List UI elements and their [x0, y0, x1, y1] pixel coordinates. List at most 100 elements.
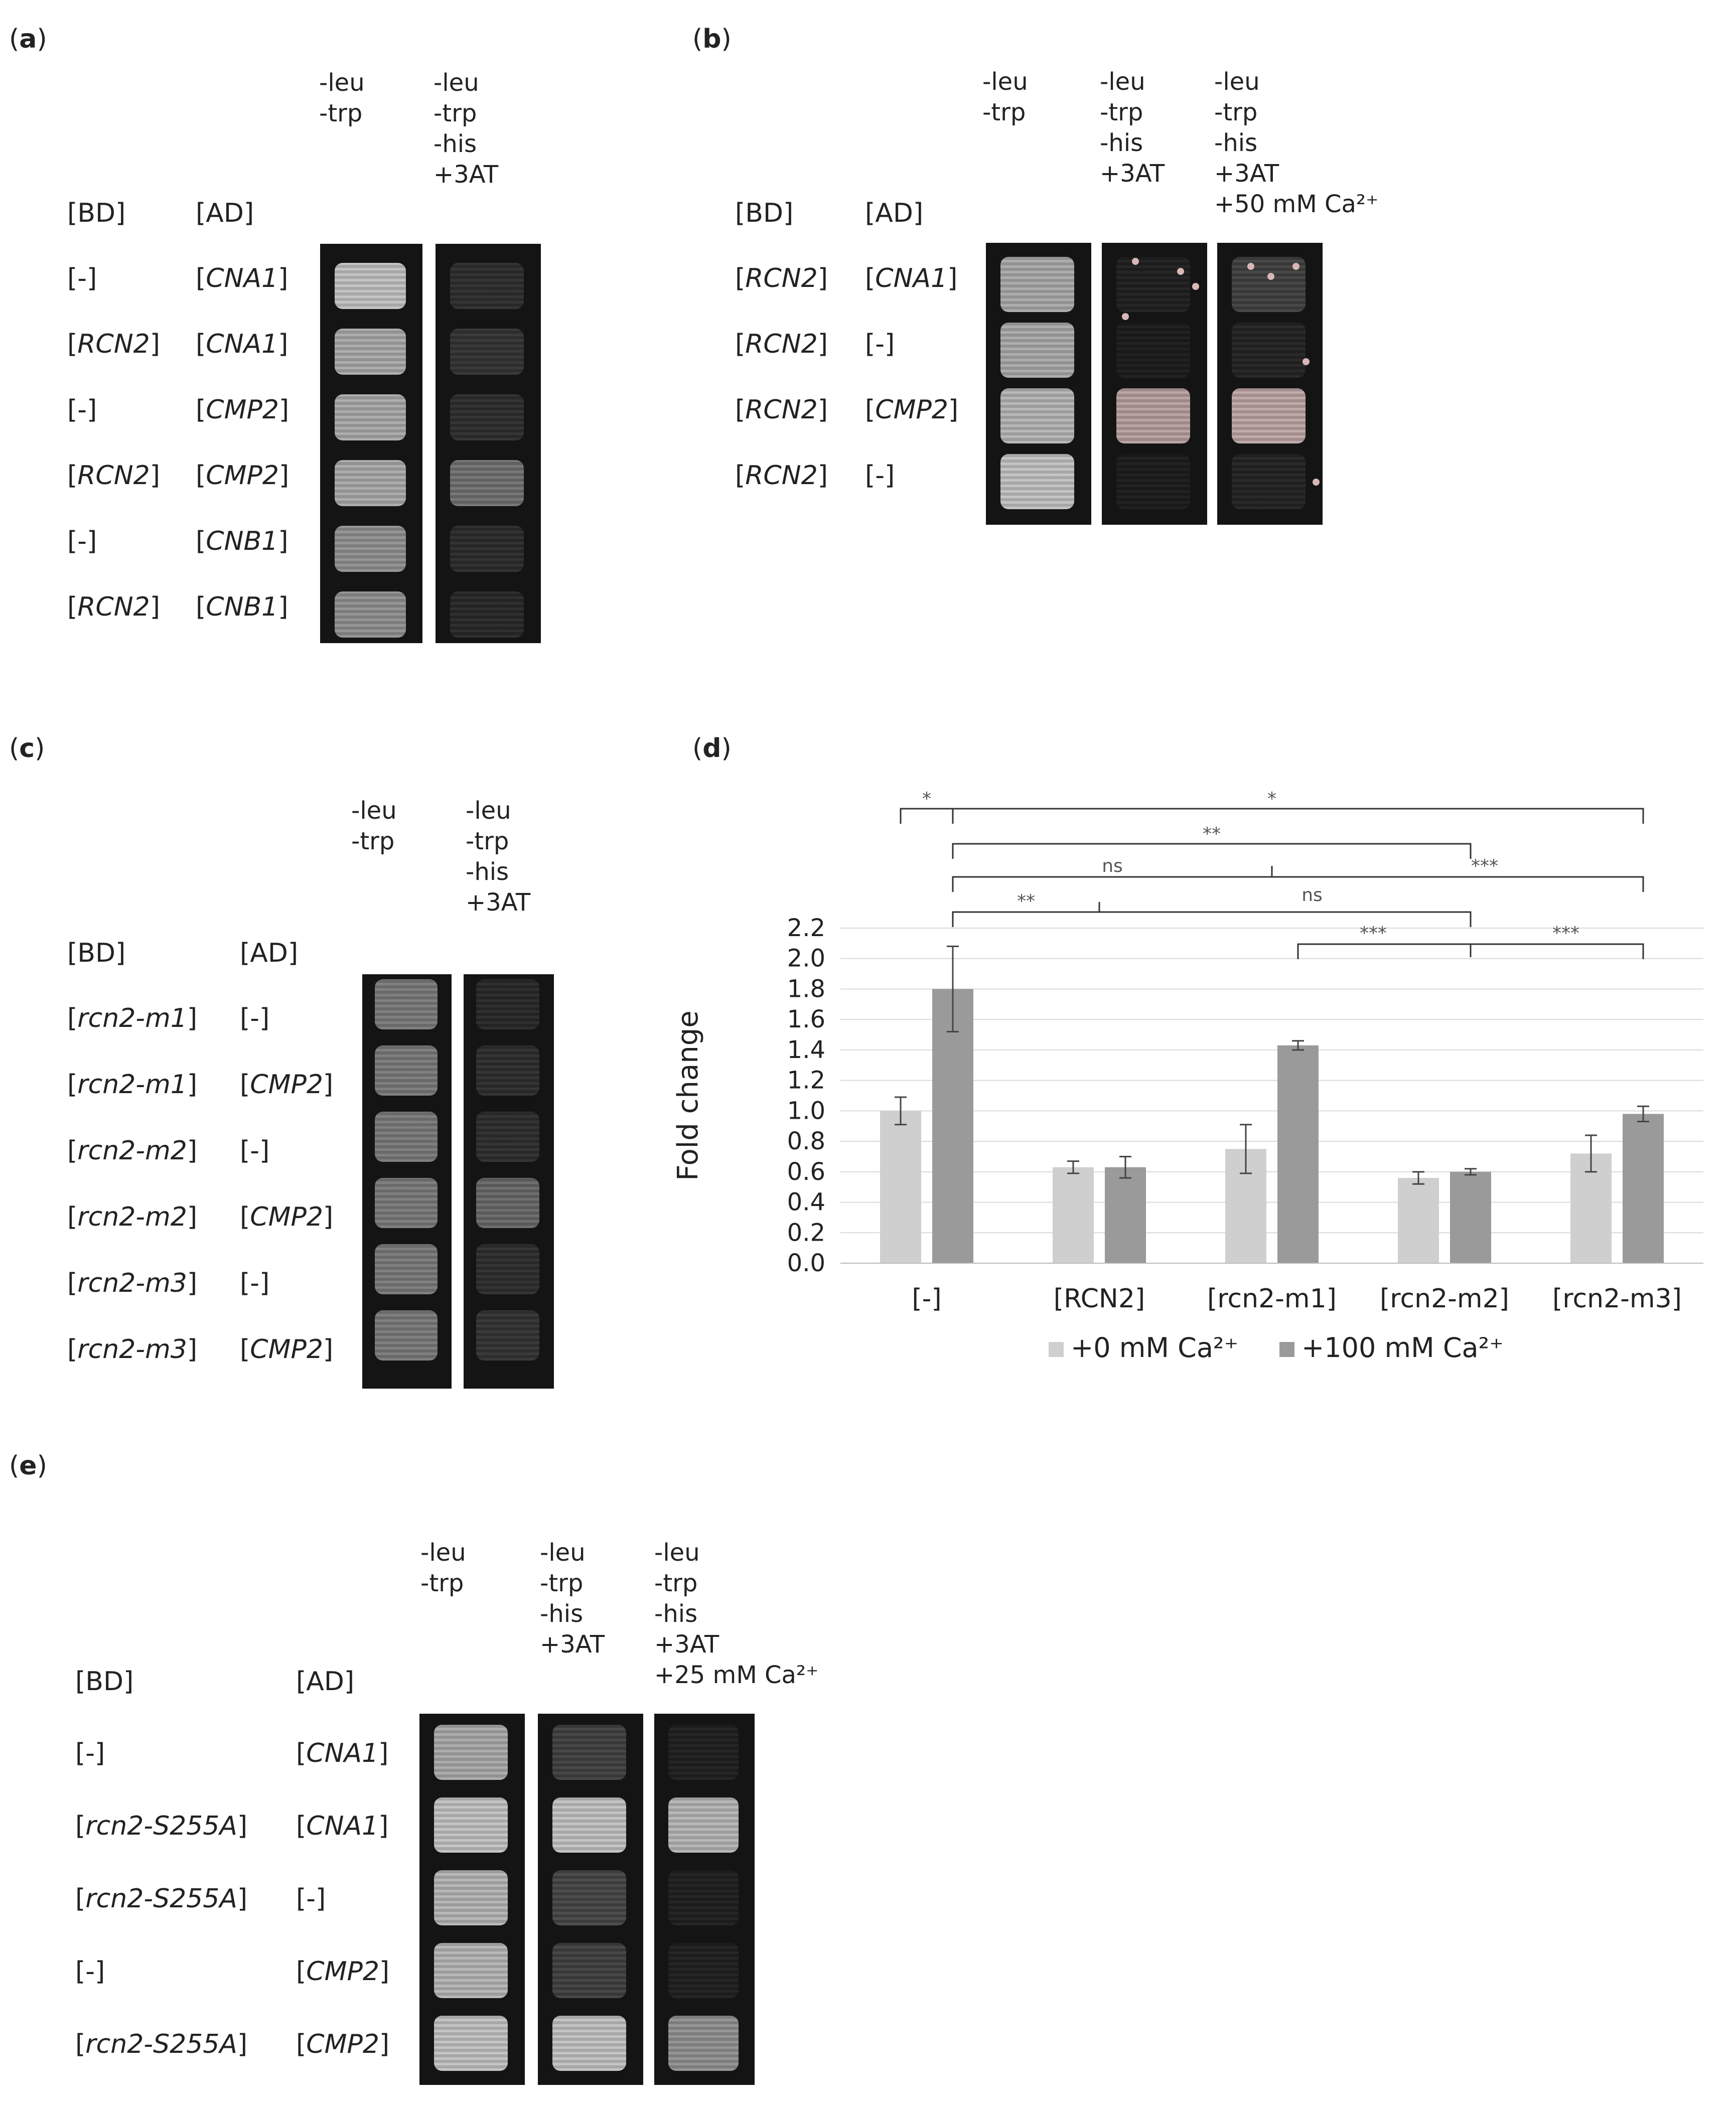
yeast-spot	[552, 1725, 627, 1780]
x-tick-label: [rcn2-m3]	[1552, 1284, 1682, 1314]
yeast-spot	[668, 1943, 739, 1998]
bd-construct-label: [-]	[67, 395, 97, 425]
x-tick-label: [RCN2]	[1054, 1284, 1145, 1314]
fold-change-bar-chart: 0.00.20.40.6 0.81.01.2 1.4 1.61.82.0 2.2 Fold…	[672, 789, 1703, 1364]
y-axis-label: Fold change	[672, 1010, 704, 1180]
bd-header: [BD]	[75, 1667, 134, 1697]
yeast-spot	[334, 591, 406, 638]
yeast-spot	[1232, 388, 1306, 443]
column-header: -leu -trp -his +3AT +25 mM Ca²⁺	[654, 1539, 819, 1689]
yeast-spot	[450, 591, 524, 638]
yeast-spot	[1000, 323, 1075, 378]
ad-construct-label: [CNA1]	[296, 1811, 389, 1841]
yeast-plate-column	[436, 244, 541, 643]
significance-label: ***	[1360, 923, 1387, 944]
ad-construct-label: [CNB1]	[196, 526, 288, 556]
yeast-plate-column	[320, 244, 422, 643]
yeast-spot	[450, 263, 524, 309]
y-tick-label: 0.4	[787, 1188, 825, 1217]
column-header: -leu -trp -his +3AT	[540, 1539, 605, 1659]
bd-construct-label: [rcn2-m1]	[67, 1003, 198, 1033]
bd-construct-label: [RCN2]	[67, 329, 161, 359]
bd-construct-label: [RCN2]	[735, 461, 828, 491]
significance-bracket	[952, 902, 1472, 927]
legend-swatch	[1279, 1342, 1294, 1357]
bar	[1398, 1177, 1439, 1263]
yeast-spot	[1116, 454, 1191, 509]
bd-construct-label: [RCN2]	[735, 263, 828, 293]
ad-construct-label: [-]	[865, 329, 895, 359]
yeast-spot	[434, 1870, 508, 1925]
yeast-colony	[1267, 273, 1274, 280]
yeast-spot	[374, 979, 438, 1029]
yeast-plate-column	[654, 1714, 755, 2085]
bd-construct-label: [RCN2]	[735, 329, 828, 359]
panel-label-c: (c)	[9, 733, 45, 764]
significance-label: ***	[1552, 923, 1579, 944]
yeast-spot	[374, 1178, 438, 1228]
panel-label-a: (a)	[9, 24, 47, 54]
x-tick-label: [rcn2-m1]	[1207, 1284, 1337, 1314]
yeast-spot	[1000, 257, 1075, 312]
yeast-spot	[476, 1310, 540, 1361]
ad-construct-label: [CNB1]	[196, 592, 288, 622]
yeast-spot	[476, 1112, 540, 1162]
yeast-spot	[1232, 323, 1306, 378]
y-tick-label: 0.6	[787, 1158, 825, 1186]
yeast-spot	[450, 394, 524, 440]
legend-label: +100 mM Ca²⁺	[1301, 1332, 1504, 1364]
bd-construct-label: [RCN2]	[735, 395, 828, 425]
yeast-spot	[668, 1870, 739, 1925]
ad-construct-label: [CNA1]	[296, 1738, 389, 1768]
ad-header: [AD]	[240, 938, 299, 968]
y-tick-label: 0.8	[787, 1127, 825, 1155]
column-header: -leu -trp -his +3AT	[1100, 68, 1165, 188]
bar	[1450, 1171, 1491, 1263]
yeast-spot	[434, 1943, 508, 1998]
ad-construct-label: [CMP2]	[296, 1957, 390, 1987]
bd-construct-label: [rcn2-m3]	[67, 1334, 198, 1365]
bd-construct-label: [rcn2-S255A]	[75, 1884, 248, 1914]
yeast-plate-column	[464, 974, 554, 1389]
bar	[880, 1111, 921, 1263]
bd-construct-label: [rcn2-S255A]	[75, 1811, 248, 1841]
yeast-colony	[1303, 358, 1310, 365]
significance-bracket	[900, 808, 954, 824]
y-tick-label: 0.2	[787, 1219, 825, 1247]
significance-bracket	[952, 808, 1644, 824]
column-header: -leu -trp -his +3AT	[466, 797, 531, 917]
yeast-spot	[434, 2016, 508, 2071]
significance-bracket	[1297, 943, 1644, 959]
yeast-spot	[552, 2016, 627, 2071]
bd-construct-label: [-]	[75, 1957, 105, 1987]
significance-label: ns	[1102, 856, 1123, 876]
yeast-spot	[334, 460, 406, 506]
yeast-plate-column	[1102, 243, 1207, 525]
bd-construct-label: [rcn2-m1]	[67, 1070, 198, 1100]
yeast-spot	[552, 1943, 627, 1998]
panel-label-e: (e)	[9, 1451, 47, 1481]
yeast-colony	[1313, 479, 1320, 486]
yeast-spot	[374, 1310, 438, 1361]
y-tick-label: 0.0	[787, 1249, 825, 1277]
bd-header: [BD]	[67, 938, 126, 968]
bd-construct-label: [RCN2]	[67, 461, 161, 491]
bd-construct-label: [rcn2-m2]	[67, 1136, 198, 1166]
ad-construct-label: [CMP2]	[865, 395, 959, 425]
column-header: -leu -trp	[982, 68, 1028, 126]
yeast-spot	[668, 1725, 739, 1780]
yeast-spot	[1232, 454, 1306, 509]
yeast-spot	[1000, 454, 1075, 509]
legend-swatch	[1049, 1342, 1064, 1357]
y-tick-label: 2.0	[787, 945, 825, 973]
yeast-spot	[450, 329, 524, 375]
significance-label: ns	[1301, 885, 1323, 906]
column-header: -leu -trp	[351, 797, 397, 855]
ad-header: [AD]	[196, 198, 254, 228]
bd-construct-label: [-]	[67, 526, 97, 556]
column-header: -leu -trp	[319, 69, 365, 127]
yeast-plate-column	[419, 1714, 525, 2085]
yeast-plate-column	[362, 974, 452, 1389]
bd-construct-label: [rcn2-m3]	[67, 1268, 198, 1298]
ad-construct-label: [CMP2]	[240, 1070, 334, 1100]
